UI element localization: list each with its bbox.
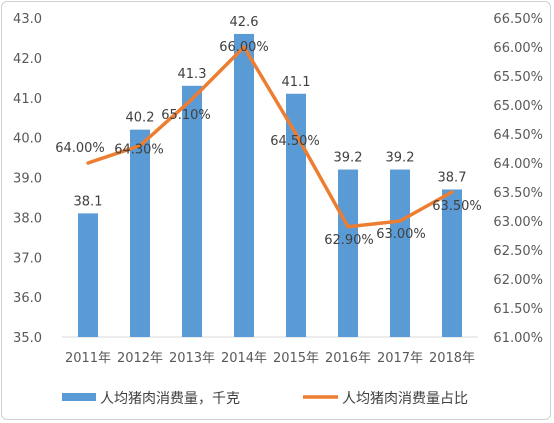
y-right-tick-label: 62.50%	[493, 244, 543, 259]
x-category-label: 2018年	[429, 351, 475, 366]
legend-label-bar: 人均猪肉消费量，千克	[100, 391, 240, 407]
line-data-label: 64.30%	[114, 143, 164, 158]
y-right-tick-label: 66.00%	[493, 41, 543, 56]
line-data-label: 65.10%	[161, 108, 211, 123]
bar	[390, 169, 410, 337]
legend-swatch-bar	[62, 393, 96, 401]
y-left-tick-label: 42.0	[13, 52, 42, 67]
bar	[286, 93, 306, 337]
y-right-tick-label: 61.50%	[493, 302, 543, 317]
bar-data-label: 40.2	[126, 111, 155, 126]
y-right-tick-label: 62.00%	[493, 273, 543, 288]
y-left-tick-label: 41.0	[13, 92, 42, 107]
bar-data-label: 39.2	[386, 151, 415, 166]
x-category-label: 2011年	[65, 351, 111, 366]
line-data-label: 63.50%	[432, 199, 482, 214]
bar	[78, 213, 98, 337]
line-data-label: 62.90%	[324, 233, 374, 248]
y-left-tick-label: 35.0	[13, 331, 42, 346]
y-right-tick-label: 61.00%	[493, 331, 543, 346]
y-right-tick-label: 64.50%	[493, 128, 543, 143]
y-right-tick-label: 63.00%	[493, 215, 543, 230]
bar	[130, 129, 150, 337]
y-right-tick-label: 64.00%	[493, 157, 543, 172]
y-left-tick-label: 37.0	[13, 251, 42, 266]
bar	[338, 169, 358, 337]
bar	[182, 85, 202, 337]
x-category-label: 2014年	[221, 351, 267, 366]
y-right-tick-label: 66.50%	[493, 12, 543, 27]
bar-data-label: 41.3	[178, 67, 207, 82]
bar	[442, 189, 462, 337]
line-data-label: 66.00%	[219, 40, 269, 55]
x-category-label: 2012年	[117, 351, 163, 366]
y-left-tick-label: 36.0	[13, 291, 42, 306]
legend-label-line: 人均猪肉消费量占比	[342, 391, 468, 407]
bar-data-label: 42.6	[230, 15, 259, 30]
bar-data-label: 38.7	[438, 170, 467, 185]
y-right-tick-label: 65.00%	[493, 99, 543, 114]
x-category-label: 2016年	[325, 351, 371, 366]
x-category-label: 2015年	[273, 351, 319, 366]
x-category-label: 2013年	[169, 351, 215, 366]
bar-data-label: 39.2	[334, 151, 363, 166]
line-data-label: 64.50%	[270, 134, 320, 149]
y-right-tick-label: 63.50%	[493, 186, 543, 201]
y-left-tick-label: 39.0	[13, 172, 42, 187]
y-left-tick-label: 40.0	[13, 132, 42, 147]
x-category-label: 2017年	[377, 351, 423, 366]
y-left-tick-label: 38.0	[13, 211, 42, 226]
line-series	[86, 45, 454, 229]
bar-data-label: 38.1	[74, 194, 103, 209]
y-left-tick-label: 43.0	[13, 12, 42, 27]
bar	[234, 33, 254, 337]
line-data-label: 63.00%	[376, 227, 426, 242]
bar-data-label: 41.1	[282, 75, 311, 90]
line-data-label: 64.00%	[55, 141, 105, 156]
y-right-tick-label: 65.50%	[493, 70, 543, 85]
